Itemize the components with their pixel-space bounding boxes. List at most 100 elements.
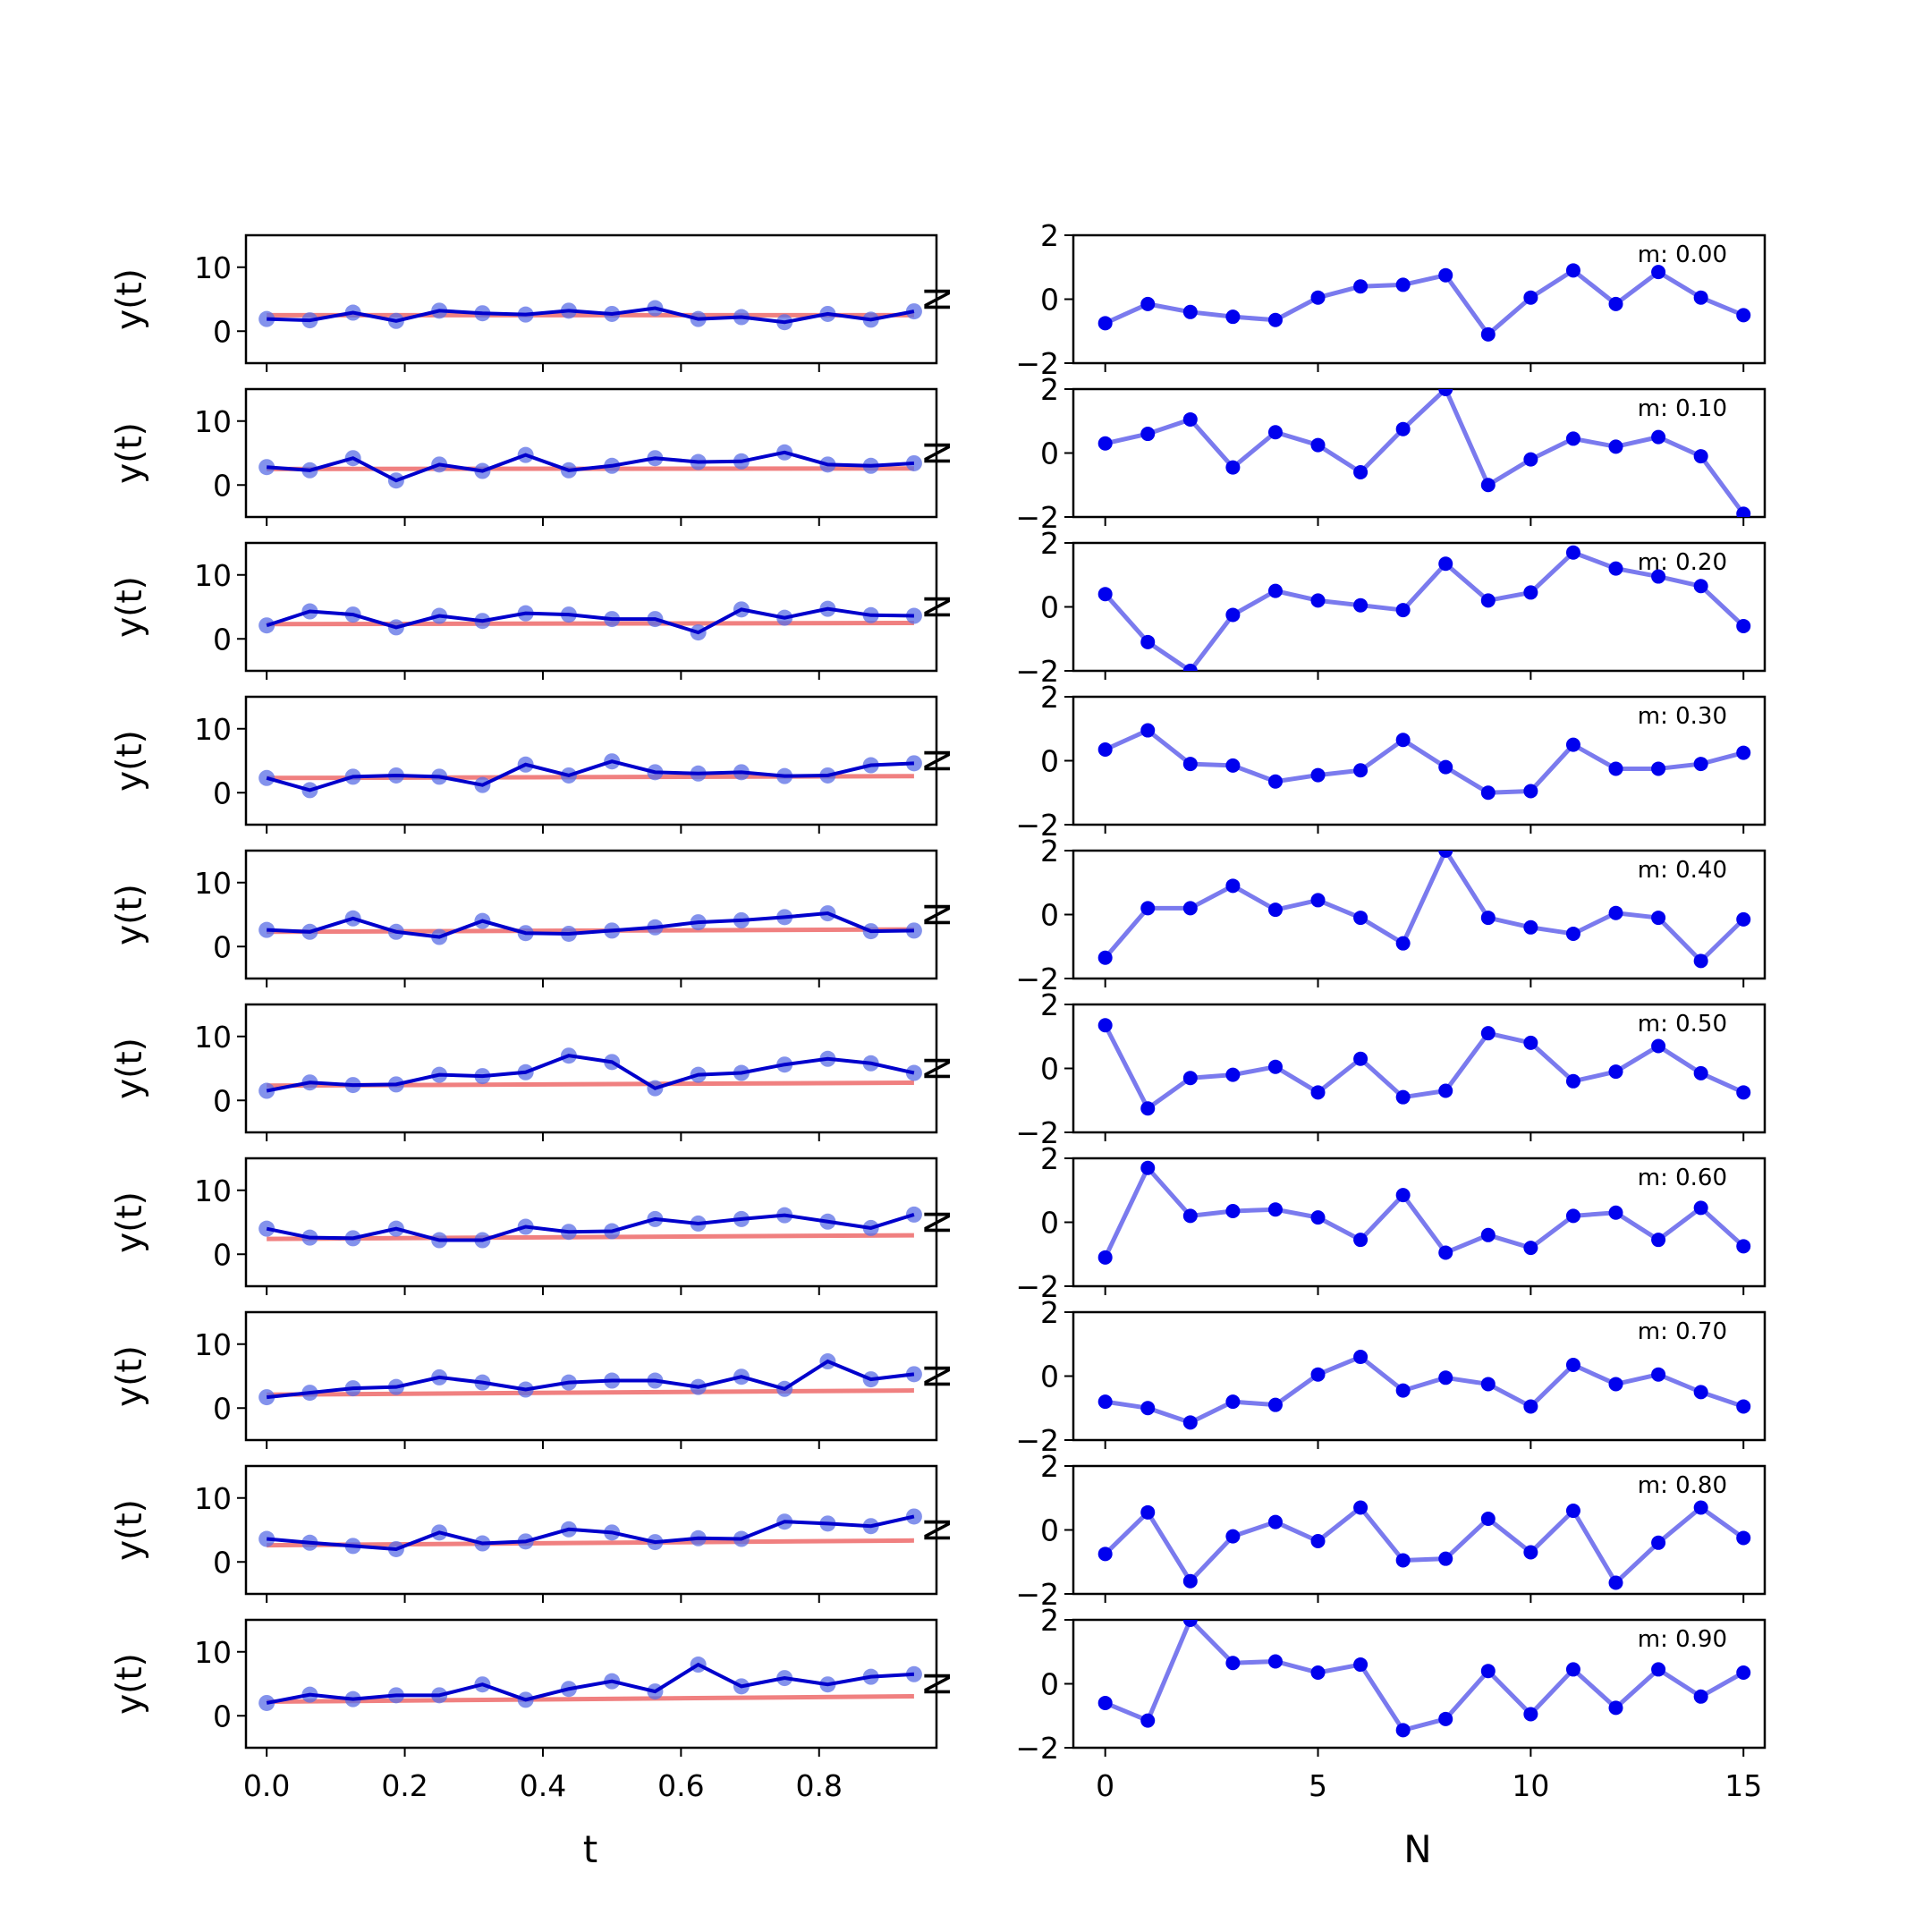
- residual-point: [1651, 1233, 1666, 1248]
- left-axes-frame: [244, 1003, 938, 1134]
- residual-point: [1225, 1067, 1241, 1082]
- residual-point: [1353, 911, 1368, 926]
- y-tick-label: 0: [213, 1083, 232, 1118]
- left-axes-frame: [244, 233, 938, 365]
- left-axes-frame: [244, 387, 938, 519]
- residual-point: [1438, 759, 1453, 775]
- residual-point: [1565, 1073, 1580, 1089]
- residual-point: [1395, 733, 1411, 748]
- y-tick-label: 2: [1040, 1295, 1059, 1330]
- y-tick-label: 2: [1040, 680, 1059, 715]
- right-panel: −2 0 2 Nm: 0.10: [919, 372, 1767, 535]
- y-tick-label: 10: [194, 250, 232, 285]
- residual-line: [1105, 389, 1746, 515]
- residual-point: [1182, 411, 1198, 427]
- residual-point: [1608, 439, 1623, 454]
- residual-series: [1097, 1350, 1751, 1430]
- residual-point: [1310, 1210, 1326, 1225]
- residual-point: [1651, 1662, 1666, 1677]
- y-axis-label: y(t): [110, 1653, 150, 1715]
- residual-point: [1225, 878, 1241, 894]
- residual-point: [1267, 1397, 1283, 1412]
- left-panel: 0 10 y(t): [110, 849, 938, 987]
- residual-point: [1608, 1575, 1623, 1590]
- residual-point: [1565, 1357, 1580, 1372]
- y-tick-label: −2: [1015, 962, 1059, 996]
- residual-point: [1353, 279, 1368, 294]
- residual-series: [1097, 389, 1751, 517]
- residual-point: [1693, 1200, 1708, 1216]
- residual-y-axis-label: N: [919, 1671, 959, 1697]
- y-tick-label: −2: [1015, 654, 1059, 689]
- y-tick-label: −2: [1015, 1423, 1059, 1458]
- series-line: [266, 1054, 915, 1093]
- series-line: [267, 306, 915, 325]
- residual-point: [1651, 761, 1666, 776]
- residual-point: [1353, 1500, 1368, 1515]
- residual-point: [1267, 774, 1283, 789]
- residual-line: [1103, 550, 1745, 671]
- x-tick-label: 0: [1096, 1768, 1114, 1803]
- residual-point: [1310, 767, 1326, 783]
- y-tick-label: 0: [1040, 1360, 1059, 1394]
- left-panel: 0 10 y(t): [110, 541, 938, 680]
- y-tick-label: 0: [213, 1699, 232, 1733]
- residual-point: [1523, 585, 1538, 600]
- residual-y-axis-label: N: [919, 440, 959, 466]
- y-tick-label: 2: [1040, 987, 1059, 1022]
- residual-point: [1140, 1101, 1156, 1116]
- residual-series: [1097, 1160, 1751, 1265]
- residual-point: [1523, 919, 1538, 935]
- series-line: [266, 1213, 915, 1242]
- residual-point: [1523, 1035, 1538, 1050]
- residual-point: [1565, 263, 1580, 278]
- residual-point: [1225, 607, 1241, 623]
- residual-point: [1267, 1514, 1283, 1530]
- x-tick-label: 0.0: [243, 1768, 290, 1803]
- residual-point: [1225, 1529, 1241, 1544]
- y-tick-label: −2: [1015, 1115, 1059, 1150]
- residual-series: [1097, 263, 1751, 342]
- residual-point: [1651, 1367, 1666, 1382]
- residual-point: [1693, 1065, 1708, 1080]
- residual-point: [1395, 277, 1411, 292]
- x-tick-label: 0.4: [520, 1768, 566, 1803]
- residual-point: [1097, 741, 1113, 757]
- y-tick-label: 0: [1040, 283, 1059, 318]
- residual-series: [1097, 723, 1751, 801]
- residual-series: [1097, 545, 1751, 671]
- residual-point: [1182, 304, 1198, 319]
- residual-point: [1736, 618, 1751, 633]
- y-tick-label: 10: [194, 866, 232, 901]
- y-tick-label: 0: [1040, 1513, 1059, 1548]
- series-line: [266, 1514, 915, 1551]
- residual-point: [1736, 1239, 1751, 1254]
- residual-point: [1608, 561, 1623, 576]
- residual-point: [1267, 425, 1283, 440]
- residual-point: [1608, 761, 1623, 776]
- y-tick-label: 2: [1040, 1141, 1059, 1176]
- y-tick-label: 10: [194, 1174, 232, 1208]
- residual-point: [1480, 1026, 1496, 1041]
- residual-point: [1182, 664, 1198, 671]
- residual-point: [1225, 1203, 1241, 1218]
- residual-point: [1438, 1245, 1453, 1260]
- y-axis-label: y(t): [110, 1499, 150, 1561]
- slope-label: m: 0.40: [1638, 857, 1727, 884]
- y-tick-label: −2: [1015, 1731, 1059, 1766]
- y-tick-label: −2: [1015, 1577, 1059, 1612]
- residual-point: [1225, 1394, 1241, 1410]
- residual-point: [1438, 556, 1453, 572]
- residual-y-axis-label: N: [919, 1209, 959, 1235]
- residual-point: [1140, 901, 1156, 916]
- right-panel: −2 0 2 Nm: 0.60: [919, 1141, 1767, 1304]
- residual-point: [1693, 1500, 1708, 1515]
- residual-line: [1104, 728, 1744, 795]
- residual-point: [1140, 296, 1156, 311]
- series-line: [267, 450, 915, 483]
- y-tick-label: 0: [213, 929, 232, 964]
- residual-point: [1267, 312, 1283, 327]
- residual-point: [1480, 1511, 1496, 1526]
- series-line: [266, 1359, 915, 1400]
- residual-point: [1310, 437, 1326, 453]
